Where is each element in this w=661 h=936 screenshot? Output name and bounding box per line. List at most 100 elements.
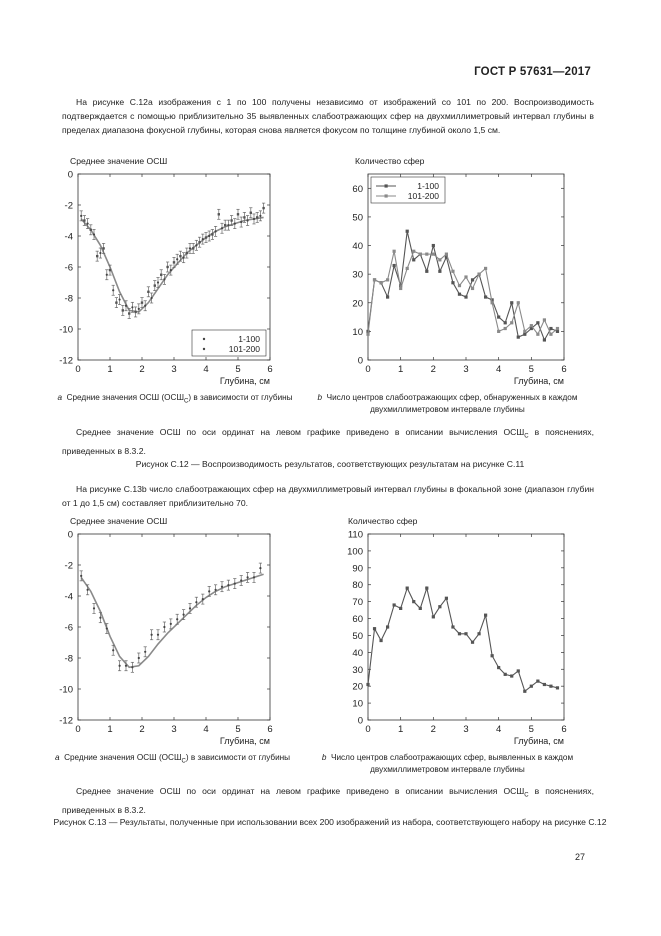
data-point [214, 588, 217, 591]
legend-box [191, 329, 267, 357]
fig13-right-chart-title: Количество сфер [348, 516, 418, 526]
data-point [412, 600, 416, 604]
data-point [536, 679, 540, 683]
data-point [542, 682, 546, 687]
data-point [211, 233, 214, 236]
data-point [214, 230, 217, 233]
data-point [92, 607, 96, 610]
data-point [246, 576, 249, 579]
y-tick-label: 100 [347, 546, 363, 557]
data-point [80, 214, 83, 217]
y-tick-label: 50 [352, 212, 363, 223]
data-point [529, 684, 533, 688]
caption-b-text: Число центров слабоотражающих сфер, выяв… [331, 753, 574, 774]
data-point [156, 633, 160, 636]
fit-curve [80, 216, 264, 313]
data-point [230, 219, 233, 222]
data-point [399, 606, 403, 610]
data-point [366, 332, 370, 336]
data-point [128, 312, 131, 315]
y-tick-label: -6 [65, 263, 73, 274]
data-point [137, 656, 140, 660]
y-tick-label: 10 [352, 327, 363, 338]
mid-paragraph-text: На рисунке С.13b число слабоотражающих с… [62, 484, 594, 508]
data-point [118, 298, 121, 301]
data-point [418, 252, 422, 256]
data-point [224, 223, 227, 227]
data-point [451, 269, 455, 273]
y-tick-label: 40 [352, 648, 363, 659]
y-tick-label: -8 [65, 294, 73, 305]
series-line [367, 586, 558, 693]
data-point [195, 601, 198, 604]
data-point [163, 625, 166, 629]
y-tick-label: 40 [352, 241, 363, 252]
x-tick-label: 2 [431, 364, 436, 375]
legend-marker [202, 347, 206, 351]
data-point [201, 598, 204, 601]
x-tick-label: 2 [431, 724, 436, 735]
legend-marker [384, 194, 388, 198]
caption-a-sub: С [183, 398, 189, 405]
data-point [457, 284, 462, 288]
data-point [147, 290, 150, 293]
data-point [252, 576, 256, 579]
data-point [102, 247, 105, 250]
data-point [451, 625, 455, 629]
y-tick-label: 0 [358, 356, 363, 367]
fig13-sphere-count-chart: 0 1 2 3 4 5 60102030405060708090100110Глубина,… [347, 530, 567, 747]
data-point [240, 220, 243, 224]
data-point [366, 682, 370, 687]
fig13-title: Рисунок С.13 — Результаты, полученные пр… [53, 817, 607, 827]
fig12-snr-chart: 0 1 2 3 4 5 6 0 -2 -4 -6 -8 -10 -12 Глубина, см 1-10010… [59, 170, 272, 387]
data-point [121, 309, 124, 312]
data-point [176, 618, 179, 621]
data-point [464, 275, 468, 279]
data-point [399, 286, 403, 291]
data-point [542, 338, 546, 342]
x-axis-label: Глубина, см [514, 736, 564, 746]
data-point [208, 590, 211, 593]
data-point [233, 582, 236, 585]
data-point [217, 213, 220, 216]
data-point [372, 278, 377, 282]
y-tick-label: -10 [59, 325, 73, 336]
caption-a-tail: ) в зависимости от глубины [188, 393, 293, 402]
data-point [555, 326, 560, 331]
fig12-caption-b: b Число центров слабоотражающих сфер, об… [305, 392, 590, 416]
data-point [166, 265, 169, 269]
data-point [379, 281, 383, 285]
x-tick-label: 2 [139, 724, 144, 735]
data-point [160, 273, 163, 276]
x-tick-label: 6 [561, 364, 566, 375]
x-tick-label: 1 [398, 724, 403, 735]
data-point [163, 278, 166, 281]
data-point [118, 664, 121, 667]
legend-label: 1-100 [417, 181, 439, 191]
data-point [444, 252, 448, 256]
page-number: 27 [574, 852, 585, 862]
y-tick-label: 30 [352, 665, 363, 676]
data-point [523, 332, 527, 336]
fig12-note-sub: С [524, 433, 529, 440]
data-point [477, 272, 481, 276]
fig13-snr-chart: 0 1 2 3 4 5 6 0 -2 -4 -6 -8 -10 -12 Глубина, см [59, 530, 272, 747]
data-point [156, 281, 160, 284]
fig12-caption-a: a Средние значения ОСШ (ОСШС) в зависимо… [50, 392, 300, 408]
data-point [144, 304, 147, 307]
data-point [484, 266, 488, 271]
y-tick-label: -10 [59, 685, 73, 696]
data-point [438, 258, 442, 262]
legend-marker [384, 184, 388, 188]
data-point [555, 329, 560, 333]
data-point [134, 310, 137, 314]
y-tick-label: -4 [65, 592, 73, 603]
y-tick-label: -6 [65, 623, 73, 634]
data-point [195, 244, 198, 247]
data-point [108, 268, 112, 272]
data-point [386, 295, 390, 299]
x-tick-label: 3 [463, 724, 468, 735]
data-point [412, 249, 416, 253]
x-axis-label: Глубина, см [220, 376, 270, 386]
data-point [176, 258, 179, 261]
